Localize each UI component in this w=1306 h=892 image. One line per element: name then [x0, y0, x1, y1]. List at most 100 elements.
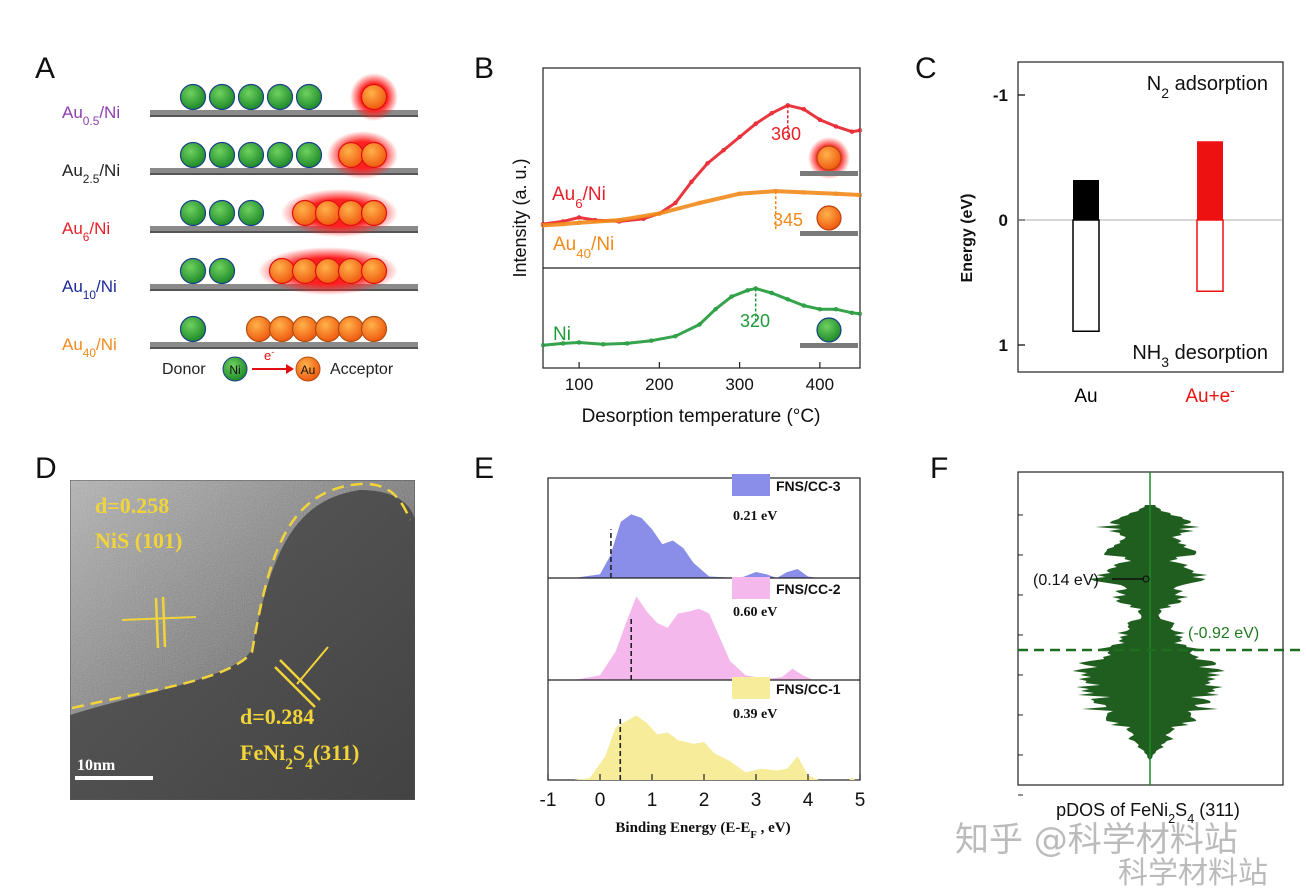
scale-bar-label: 10nm	[77, 757, 116, 774]
au-acceptor-atom	[360, 257, 388, 285]
panel-c-frame	[1017, 61, 1284, 373]
lattice-marker-line	[154, 597, 160, 649]
panel-b-atom-icon	[816, 205, 842, 231]
panel-b-data-point	[600, 342, 606, 347]
panel-b-data-point	[540, 223, 546, 228]
panel-b-data-point	[833, 191, 839, 196]
au-acceptor-atom	[360, 199, 388, 227]
panel-b-series-line	[542, 189, 861, 228]
panel-b-data-point	[697, 322, 702, 327]
panel-c-desorption-bar	[1072, 219, 1100, 332]
panel-b-series-label: Ni	[553, 324, 571, 345]
panel-e-legend-swatch	[732, 677, 770, 699]
ni-donor-atom	[237, 199, 265, 227]
ni-donor-atom	[179, 199, 207, 227]
scale-bar	[75, 776, 153, 780]
panel-b-data-point	[769, 110, 774, 116]
panel-b-data-point	[649, 338, 654, 343]
panel-b-data-point	[833, 307, 839, 312]
panel-b-data-point	[721, 147, 726, 153]
panel-b-series-label: Au6/Ni	[552, 184, 606, 211]
panel-c-top-annotation: N2 adsorption	[1147, 73, 1268, 101]
legend-au-text: Au	[301, 363, 316, 377]
panel-c-adsorption-bar	[1073, 180, 1099, 220]
ni-donor-atom	[295, 141, 323, 169]
panel-label-c: C	[915, 52, 937, 85]
legend-arrow-head	[286, 364, 294, 374]
ni-donor-atom	[237, 141, 265, 169]
panel-b-data-point	[801, 190, 807, 195]
panel-c-y-tick-label: -1	[993, 86, 1008, 105]
panel-b-data-point	[849, 310, 855, 315]
panel-a-row-label: Au2.5/Ni	[62, 161, 120, 186]
panel-b-substrate-icon	[800, 231, 858, 236]
panel-a-substrate-shadow	[150, 289, 418, 291]
panel-b-x-tick-label: 100	[565, 375, 593, 394]
panel-b-data-point	[576, 340, 582, 345]
panel-a-substrate-shadow	[150, 115, 418, 117]
lattice-marker-line	[296, 646, 329, 685]
panel-b-x-axis-label: Desorption temperature (°C)	[582, 406, 821, 427]
panel-b-data-point	[801, 303, 807, 308]
panel-e-legend-swatch	[732, 474, 770, 496]
phase-top-label: NiS (101)	[95, 528, 182, 553]
panel-e-legend-swatch	[732, 577, 770, 599]
au-acceptor-atom	[360, 83, 388, 111]
panel-e-dos-area	[574, 715, 855, 780]
panel-label-b: B	[474, 52, 495, 85]
panel-b-peak-label: 345	[773, 210, 803, 230]
ni-donor-atom	[179, 141, 207, 169]
panel-b-data-point	[857, 311, 863, 316]
panel-e-x-tick-label: 0	[595, 790, 606, 811]
panel-a-substrate-shadow	[150, 173, 418, 175]
panel-a-row-label: Au40/Ni	[62, 335, 117, 360]
panel-a-row: Au6/Ni	[62, 189, 418, 244]
panel-a-row: Au40/Ni	[62, 315, 418, 360]
panel-a-substrate	[150, 226, 418, 231]
lattice-marker-line	[121, 616, 197, 621]
ni-donor-atom	[266, 141, 294, 169]
ni-donor-atom	[266, 83, 294, 111]
panel-b-frame	[542, 67, 861, 369]
panel-b-data-point	[769, 290, 774, 296]
panel-e-value-label: 0.39 eV	[733, 707, 777, 722]
lattice-top-label: d=0.258	[95, 493, 169, 518]
panel-c-y-axis-label: Energy (eV)	[959, 194, 976, 283]
panel-e-value-label: 0.60 eV	[733, 605, 777, 620]
panel-b-substrate-icon	[800, 343, 858, 348]
panel-b-x-tick-label: 300	[725, 375, 753, 394]
panel-f-x-axis-label: pDOS of FeNi2S4 (311)	[1056, 800, 1240, 826]
panel-b-data-point	[540, 343, 546, 348]
panel-b-data-point	[705, 161, 710, 166]
phase-bottom-label: FeNi2S4(311)	[240, 740, 359, 773]
panel-label-a: A	[35, 52, 56, 85]
panel-b-data-point	[745, 288, 750, 293]
legend-acceptor-label: Acceptor	[330, 361, 394, 378]
legend-ni-icon	[222, 356, 248, 382]
tem-boundary-line	[71, 482, 412, 710]
panel-b-data-point	[817, 117, 823, 122]
panel-a-substrate	[150, 168, 418, 173]
panel-a-substrate	[150, 342, 418, 347]
au-acceptor-atom	[360, 315, 388, 343]
panel-b-data-point	[857, 192, 863, 198]
panel-f-annotation-2: (-0.92 eV)	[1188, 625, 1259, 642]
watermark-line-2: 科学材料站	[1118, 856, 1268, 891]
tem-dark-particle	[70, 490, 415, 800]
panel-c-adsorption-bar	[1197, 141, 1223, 220]
panel-b-atom-icon	[816, 145, 842, 171]
panel-b-data-point	[617, 217, 622, 223]
ni-donor-atom	[295, 83, 323, 111]
panel-b-data-point	[857, 128, 863, 133]
ni-donor-atom	[208, 199, 236, 227]
ni-donor-atom	[208, 141, 236, 169]
panel-e-dos-area	[574, 596, 814, 680]
watermark-line-1: 知乎 @科学材料站	[955, 820, 1238, 860]
legend-electron-label: e-	[264, 347, 274, 363]
panel-a-row: Au0.5/Ni	[62, 73, 418, 128]
lattice-marker-line	[274, 666, 316, 708]
panel-b-data-point	[713, 307, 718, 312]
panel-b-y-axis-label: Intensity (a. u.)	[510, 158, 530, 277]
panel-e-x-tick-label: 2	[699, 790, 710, 811]
